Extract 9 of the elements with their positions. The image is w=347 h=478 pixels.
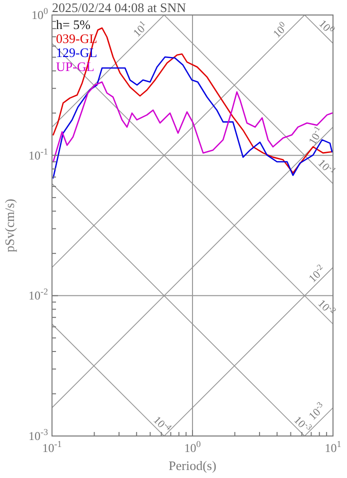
x-tick-label: 10$^{1}$ bbox=[324, 439, 342, 455]
y-tick-label: 10$^{-2}$ bbox=[28, 286, 48, 303]
chart-title: 2025/02/24 04:08 at SNN bbox=[52, 0, 187, 15]
y-axis-title: pSv(cm/s) bbox=[2, 198, 17, 252]
annotation: h= 5% bbox=[56, 17, 91, 32]
x-tick-label: 10$^{0}$ bbox=[184, 439, 202, 455]
y-tick-label: 10$^{-1}$ bbox=[28, 146, 48, 162]
x-axis-title: Period(s) bbox=[168, 458, 216, 473]
y-tick-label: 10$^{0}$ bbox=[32, 6, 48, 22]
